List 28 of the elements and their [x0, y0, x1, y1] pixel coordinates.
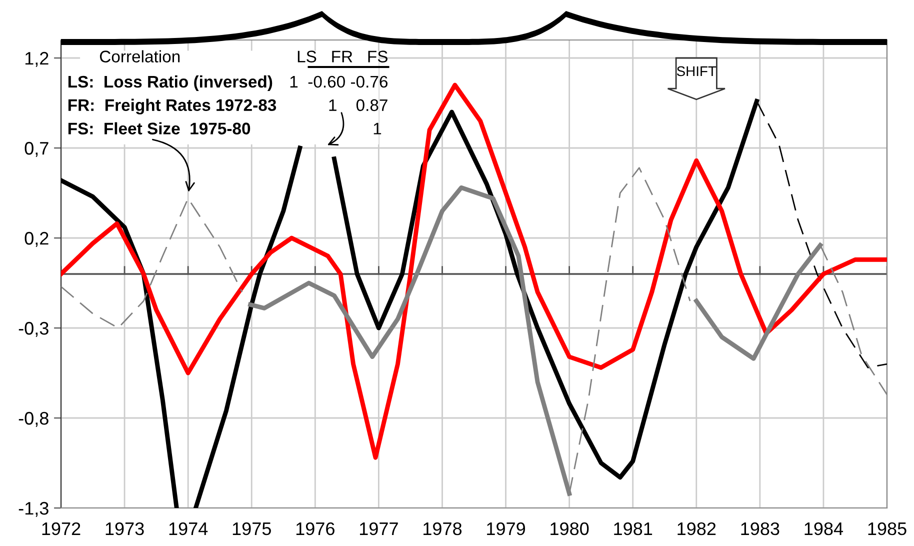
- x-tick-label: 1982: [678, 522, 716, 536]
- x-tick-label: 1973: [106, 522, 144, 536]
- x-tick-label: 1979: [487, 522, 525, 536]
- y-tick-label: -0,8: [18, 412, 48, 427]
- x-tick-label: 1972: [42, 522, 80, 536]
- y-tick-label: -0,3: [18, 322, 48, 337]
- x-tick-label: 1976: [296, 522, 334, 536]
- annotation: FR: Freight Rates 1972-83: [68, 98, 276, 114]
- x-tick-label: 1983: [741, 522, 780, 536]
- annotation: 1 -0.60 -0.76: [290, 76, 388, 88]
- annotation: Correlation: [100, 50, 180, 62]
- x-tick-label: 1974: [169, 522, 208, 536]
- x-tick-label: 1980: [550, 522, 589, 536]
- x-tick-label: 1981: [614, 522, 652, 536]
- y-tick-label: 0,7: [24, 142, 48, 157]
- annotation: 1 0.87: [329, 99, 388, 112]
- x-tick-label: 1978: [424, 522, 462, 536]
- y-tick-label: 1,2: [25, 52, 48, 67]
- x-tick-label: 1985: [868, 522, 906, 536]
- annotation: 1: [374, 122, 382, 134]
- annotation: LS FR FS: [298, 50, 388, 62]
- y-tick-label: 0,2: [24, 232, 48, 247]
- annotation: LS: Loss Ratio (inversed): [68, 75, 272, 91]
- annotation: FS: Fleet Size 1975-80: [68, 122, 250, 134]
- x-tick-label: 1975: [232, 522, 271, 536]
- y-tick-label: -1,3: [18, 502, 48, 517]
- x-tick-label: 1977: [360, 522, 398, 536]
- x-tick-label: 1984: [804, 522, 844, 536]
